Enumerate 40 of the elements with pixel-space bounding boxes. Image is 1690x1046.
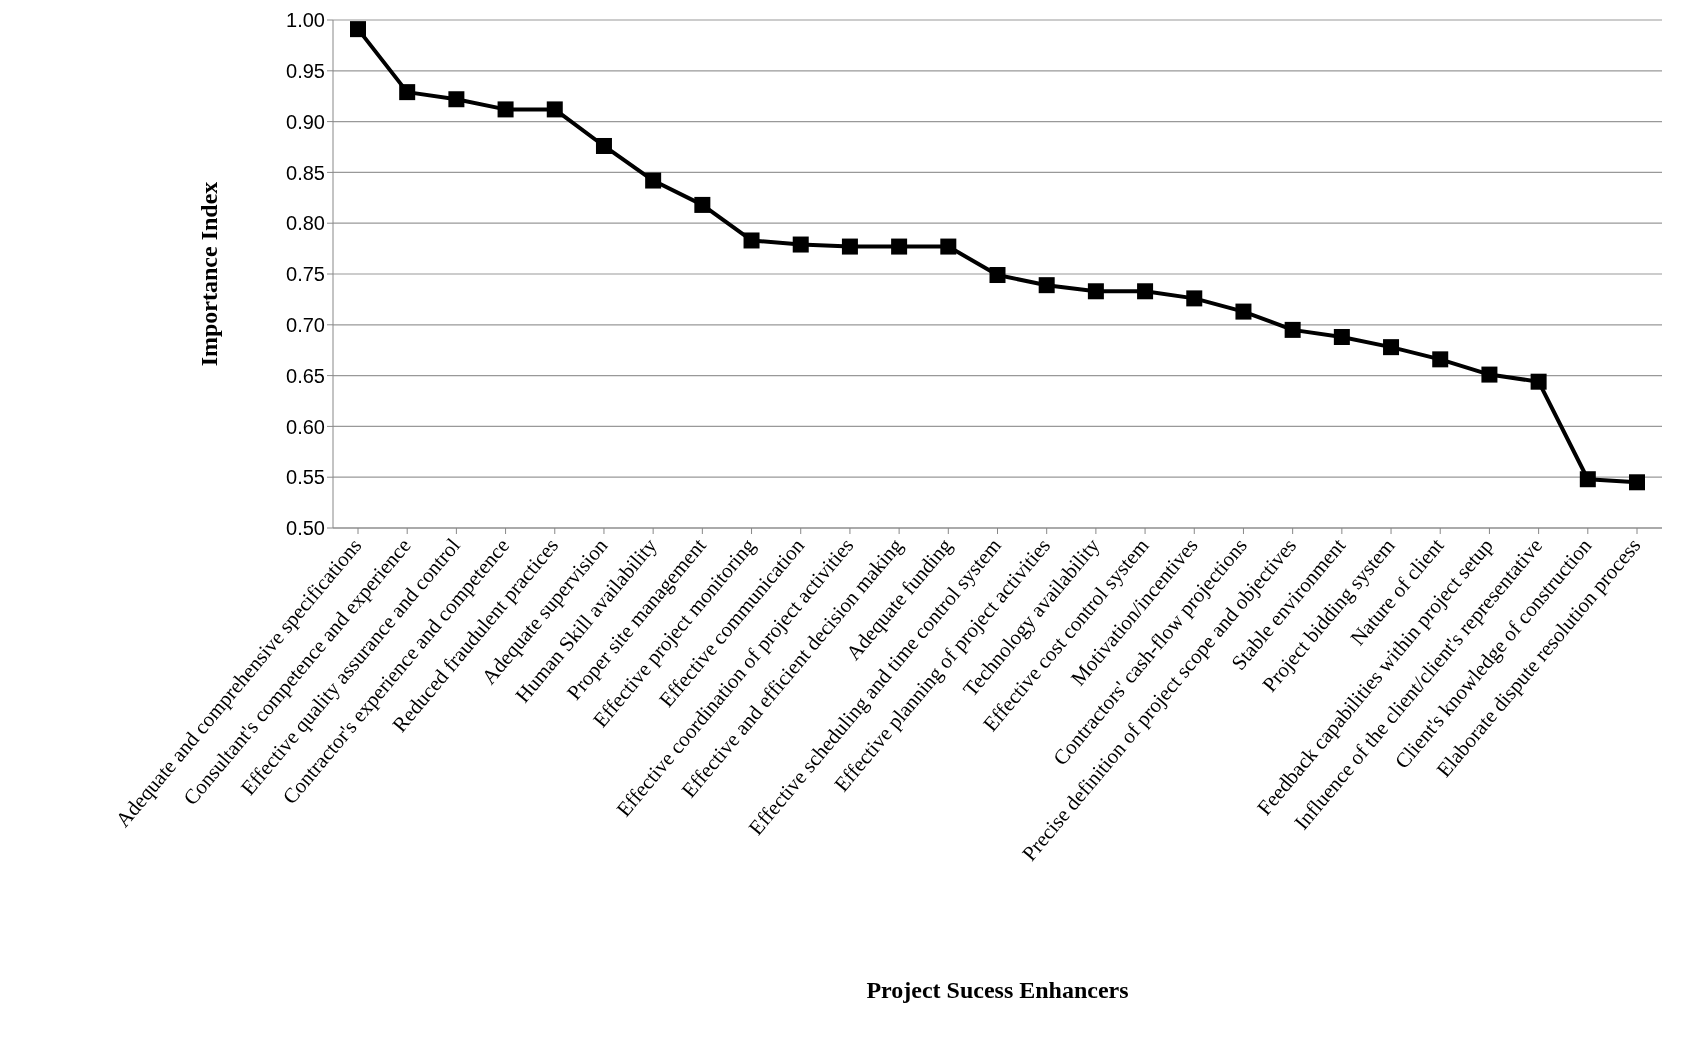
y-tick-label: 0.65 [286, 364, 325, 387]
point [595, 137, 612, 154]
point [940, 238, 957, 255]
y-tick-label: 0.70 [286, 313, 325, 336]
point [1383, 339, 1400, 356]
point [546, 101, 563, 118]
point [743, 232, 760, 249]
point [1087, 283, 1104, 300]
point [1629, 474, 1645, 491]
y-tick-label: 0.75 [286, 263, 325, 286]
point [989, 267, 1006, 284]
point [497, 101, 514, 118]
point [645, 172, 662, 189]
point [1038, 277, 1055, 294]
point [1432, 351, 1449, 368]
y-tick-label: 0.95 [286, 59, 325, 82]
point [1284, 321, 1301, 338]
point [1235, 303, 1252, 320]
y-tick-label: 0.85 [286, 161, 325, 184]
y-axis-title: Importance Index [195, 181, 222, 367]
point [1137, 283, 1154, 300]
y-tick-label: 0.90 [286, 110, 325, 133]
point [1481, 366, 1498, 383]
y-tick-label: 1.00 [286, 9, 325, 32]
point [399, 84, 416, 101]
y-tick-label: 0.50 [286, 517, 325, 540]
point [350, 21, 366, 38]
point [891, 238, 908, 255]
point [1530, 373, 1547, 390]
point [841, 238, 858, 255]
y-tick-label: 0.60 [286, 415, 325, 438]
y-tick-label: 0.80 [286, 212, 325, 235]
point [1333, 328, 1350, 345]
point [1579, 471, 1596, 488]
point [448, 91, 465, 108]
y-tick-label: 0.55 [286, 466, 325, 489]
x-axis-title: Project Sucess Enhancers [866, 977, 1129, 1003]
point [1186, 290, 1203, 307]
point [694, 196, 711, 213]
point [792, 236, 809, 253]
